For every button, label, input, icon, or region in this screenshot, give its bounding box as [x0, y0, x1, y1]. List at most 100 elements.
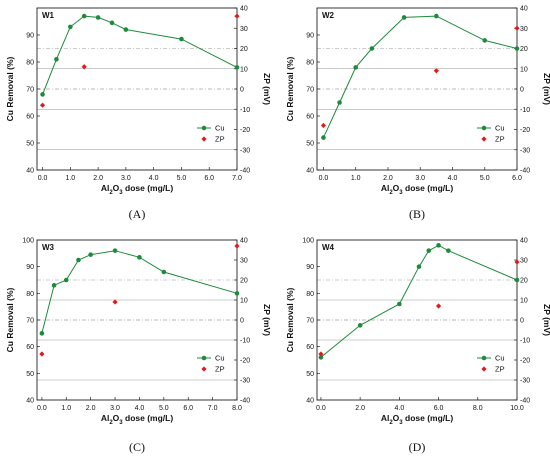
y2-tick-label: 10	[240, 298, 248, 305]
x-axis-label: Al2O3 dose (mg/L)	[381, 183, 454, 196]
data-point-cu	[161, 269, 167, 275]
chart-panel-4: 0.0 2.0 4.0 6.0 8.0 10.0405060708090100-40-30…	[285, 238, 550, 455]
y-tick-label: 40	[26, 168, 34, 175]
y2-tick-label: -30	[240, 147, 250, 154]
data-point-zp	[435, 303, 442, 309]
x-axis-label: Al2O3 dose (mg/L)	[381, 413, 454, 426]
data-point-cu	[369, 46, 375, 51]
x-tick-label: 5.0	[480, 175, 490, 182]
data-point-cu	[318, 355, 324, 360]
y2-tick-label: -20	[520, 358, 530, 365]
y2-tick-label: 20	[520, 46, 528, 53]
x-tick-label: 5.0	[177, 175, 187, 182]
data-point-cu	[51, 283, 57, 288]
data-point-cu	[357, 323, 363, 328]
y-tick-label: 60	[26, 344, 34, 351]
y-tick-label: 80	[26, 60, 34, 67]
legend-label: Cu	[215, 124, 225, 133]
y2-tick-label: 20	[520, 278, 528, 285]
x-tick-label: 0.0	[319, 175, 329, 182]
data-point-cu	[436, 243, 441, 248]
data-point-zp	[39, 102, 46, 108]
data-point-cu	[397, 301, 402, 307]
y-tick-label: 100	[22, 238, 34, 245]
data-point-zp	[514, 25, 520, 31]
panel-caption: (C)	[129, 440, 145, 454]
data-point-cu	[416, 264, 422, 269]
y2-tick-label: 0	[240, 318, 244, 325]
x-tick-label: 3.0	[110, 405, 120, 412]
y2-tick-label: -40	[240, 168, 250, 175]
panel-label: W1	[42, 11, 55, 20]
x-tick-label: 8.0	[232, 405, 242, 412]
y2-tick-label: 30	[520, 258, 528, 265]
y2-tick-label: -20	[240, 358, 250, 365]
panel-label: W2	[322, 11, 335, 20]
legend-label: Cu	[495, 124, 505, 133]
y-tick-label: 90	[306, 33, 314, 40]
data-point-cu	[337, 100, 342, 105]
legend-label: ZP	[215, 365, 225, 374]
legend-marker	[201, 355, 207, 361]
legend-marker	[481, 366, 487, 372]
y2-tick-label: 30	[240, 258, 248, 265]
legend-marker	[201, 136, 207, 142]
x-tick-label: 2.0	[383, 175, 393, 182]
y-tick-label: 40	[26, 398, 34, 405]
x-tick-label: 2.0	[86, 405, 96, 412]
x-tick-label: 2.0	[93, 175, 103, 182]
panel-caption: (D)	[409, 440, 426, 454]
y2-axis-label: ZP (mV)	[262, 304, 272, 336]
y-tick-label: 50	[306, 371, 314, 378]
y-axis-label: Cu Removal (%)	[5, 287, 15, 352]
data-point-cu	[109, 20, 115, 26]
data-point-cu	[401, 15, 407, 20]
data-point-cu	[39, 331, 45, 336]
x-tick-label: 7.0	[232, 175, 242, 182]
data-point-cu	[76, 257, 81, 263]
panel-label: W3	[42, 243, 55, 252]
data-point-cu	[123, 27, 129, 32]
y2-tick-label: 0	[520, 87, 524, 94]
y2-tick-label: 40	[240, 238, 248, 245]
x-tick-label: 1.0	[351, 175, 361, 182]
panel-label: W4	[322, 243, 335, 252]
y2-tick-label: -40	[520, 168, 530, 175]
legend-label: Cu	[215, 354, 225, 363]
data-point-zp	[318, 351, 324, 357]
y-tick-label: 70	[26, 87, 34, 94]
y2-tick-label: 20	[240, 278, 248, 285]
legend-label: ZP	[215, 135, 225, 144]
y2-tick-label: 30	[240, 26, 248, 33]
y-tick-label: 70	[306, 87, 314, 94]
x-tick-label: 3.0	[121, 175, 131, 182]
y2-tick-label: 40	[240, 6, 248, 13]
data-point-cu	[63, 277, 69, 283]
y2-tick-label: -30	[240, 378, 250, 385]
y2-tick-label: -40	[520, 398, 530, 405]
legend-marker	[481, 125, 487, 131]
x-tick-label: 4.0	[135, 405, 145, 412]
y2-tick-label: -10	[520, 338, 530, 345]
data-point-cu	[234, 65, 240, 70]
y2-tick-label: -20	[240, 127, 250, 134]
data-point-cu	[95, 15, 101, 20]
y-tick-label: 90	[306, 264, 314, 271]
y-tick-label: 60	[26, 114, 34, 121]
y2-tick-label: -30	[520, 147, 530, 154]
y-tick-label: 50	[26, 371, 34, 378]
x-tick-label: 3.0	[415, 175, 425, 182]
data-point-cu	[137, 255, 142, 260]
y2-tick-label: -30	[520, 378, 530, 385]
series-line-cu	[323, 15, 518, 138]
y2-tick-label: -10	[240, 338, 250, 345]
y2-tick-label: -10	[240, 107, 250, 114]
chart-panel-2: 0.0 1.0 2.0 3.0 4.0 5.0 6.0 40 50 60 70 80 90 -40 -30 -…	[285, 6, 550, 222]
chart-panel-3: 0.0 1.0 2.0 3.0 4.0 5.0 6.0 7.0 8.0 40 50 60 70 80 90 1…	[5, 238, 272, 455]
y-tick-label: 100	[302, 238, 314, 245]
y-axis-label: Cu Removal (%)	[285, 56, 295, 121]
panel-caption: (A)	[129, 207, 146, 221]
y2-tick-label: 0	[240, 87, 244, 94]
data-point-cu	[54, 57, 59, 62]
